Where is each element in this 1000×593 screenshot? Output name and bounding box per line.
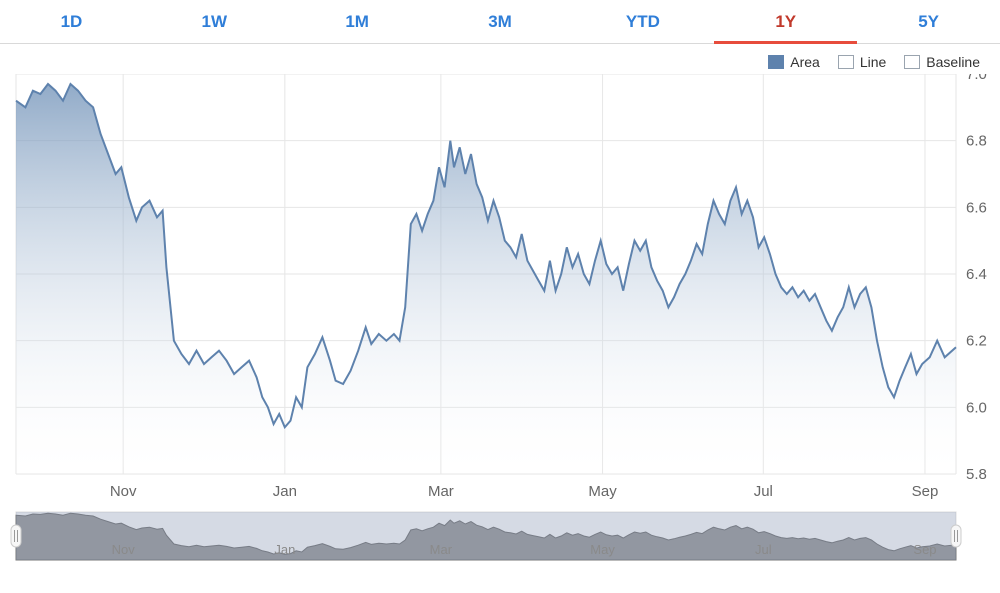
stock-chart-panel: 1D 1W 1M 3M YTD 1Y 5Y Area Line Baseline… bbox=[0, 0, 1000, 593]
svg-text:Mar: Mar bbox=[430, 542, 453, 557]
main-chart[interactable]: 5.8 6.0 6.2 6.4 6.6 6.8 7.0 Nov Jan Mar May Jul Sep bbox=[0, 74, 1000, 504]
svg-text:Jul: Jul bbox=[754, 483, 773, 500]
tab-label: 5Y bbox=[918, 12, 939, 32]
navigator-svg: Nov Jan Mar May Jul Sep bbox=[0, 506, 1000, 572]
legend-swatch-icon bbox=[768, 55, 784, 69]
main-chart-svg: 5.8 6.0 6.2 6.4 6.6 6.8 7.0 Nov Jan Mar May Jul Sep bbox=[0, 74, 1000, 504]
legend-label: Line bbox=[860, 54, 886, 70]
svg-text:Jul: Jul bbox=[755, 542, 772, 557]
time-range-tabs: 1D 1W 1M 3M YTD 1Y 5Y bbox=[0, 0, 1000, 44]
svg-text:Nov: Nov bbox=[110, 483, 137, 500]
tab-1d[interactable]: 1D bbox=[0, 0, 143, 43]
svg-text:6.0: 6.0 bbox=[966, 399, 987, 416]
tab-label: 1W bbox=[202, 12, 228, 32]
svg-text:7.0: 7.0 bbox=[966, 74, 987, 83]
legend-label: Area bbox=[790, 54, 820, 70]
tab-label: YTD bbox=[626, 12, 660, 32]
legend-swatch-icon bbox=[904, 55, 920, 69]
tab-label: 1D bbox=[61, 12, 83, 32]
svg-text:Mar: Mar bbox=[428, 483, 454, 500]
chart-legend: Area Line Baseline bbox=[0, 44, 1000, 74]
legend-item-area[interactable]: Area bbox=[768, 54, 820, 70]
tab-ytd[interactable]: YTD bbox=[571, 0, 714, 43]
svg-text:6.8: 6.8 bbox=[966, 133, 987, 150]
legend-swatch-icon bbox=[838, 55, 854, 69]
tab-label: 1M bbox=[345, 12, 369, 32]
svg-text:5.8: 5.8 bbox=[966, 466, 987, 483]
tab-1y[interactable]: 1Y bbox=[714, 0, 857, 43]
svg-text:Sep: Sep bbox=[913, 542, 936, 557]
tab-3m[interactable]: 3M bbox=[429, 0, 572, 43]
svg-text:Jan: Jan bbox=[274, 542, 295, 557]
svg-text:Sep: Sep bbox=[912, 483, 939, 500]
svg-text:Jan: Jan bbox=[273, 483, 297, 500]
tab-5y[interactable]: 5Y bbox=[857, 0, 1000, 43]
svg-text:6.2: 6.2 bbox=[966, 333, 987, 350]
tab-1w[interactable]: 1W bbox=[143, 0, 286, 43]
navigator[interactable]: Nov Jan Mar May Jul Sep bbox=[0, 506, 1000, 572]
svg-text:May: May bbox=[588, 483, 617, 500]
legend-item-line[interactable]: Line bbox=[838, 54, 886, 70]
legend-label: Baseline bbox=[926, 54, 980, 70]
svg-text:6.4: 6.4 bbox=[966, 266, 987, 283]
svg-text:Nov: Nov bbox=[112, 542, 136, 557]
svg-text:May: May bbox=[590, 542, 615, 557]
tab-label: 1Y bbox=[775, 12, 796, 32]
svg-text:6.6: 6.6 bbox=[966, 199, 987, 216]
tab-1m[interactable]: 1M bbox=[286, 0, 429, 43]
tab-label: 3M bbox=[488, 12, 512, 32]
legend-item-baseline[interactable]: Baseline bbox=[904, 54, 980, 70]
